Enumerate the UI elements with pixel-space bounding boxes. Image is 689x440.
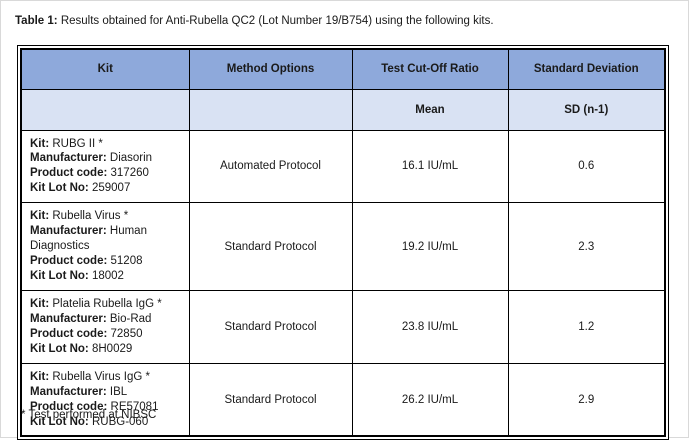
method-cell: Standard Protocol — [188, 289, 353, 364]
results-table: Kit Method Options Test Cut-Off Ratio St… — [20, 48, 666, 438]
subheader-empty-kit — [20, 88, 190, 131]
sd-cell: 2.9 — [507, 362, 666, 437]
col-header-kit: Kit — [20, 48, 190, 90]
subheader-sd: SD (n-1) — [507, 88, 666, 131]
manufacturer-line: Manufacturer: Bio-Rad — [30, 312, 152, 325]
kit-name-line: Kit: Rubella Virus IgG * — [30, 370, 150, 383]
col-header-method-options: Method Options — [188, 48, 353, 90]
table-header-row: Kit Method Options Test Cut-Off Ratio St… — [20, 48, 666, 90]
mean-cell: 26.2 IU/mL — [351, 362, 509, 437]
manufacturer-line: Manufacturer: Diasorin — [30, 152, 153, 165]
method-cell: Standard Protocol — [188, 202, 353, 291]
manufacturer-line: Manufacturer: Human Diagnostics — [30, 225, 147, 253]
table-row: Kit: Platelia Rubella IgG * Manufacturer… — [20, 289, 666, 364]
table-caption: Table 1: Results obtained for Anti-Rubel… — [15, 15, 494, 27]
mean-cell: 23.8 IU/mL — [351, 289, 509, 364]
method-cell: Standard Protocol — [188, 362, 353, 437]
table-row: Kit: Rubella Virus IgG * Manufacturer: I… — [20, 362, 666, 437]
kit-name-line: Kit: Rubella Virus * — [30, 210, 129, 223]
product-code-line: Product code: RE57081 — [30, 400, 159, 413]
manufacturer-line: Manufacturer: IBL — [30, 385, 128, 398]
subheader-mean: Mean — [351, 88, 509, 131]
product-code-line: Product code: 72850 — [30, 327, 143, 340]
table-footnote: * Test performed at NIBSC — [21, 409, 157, 421]
kit-info-cell: Kit: Rubella Virus * Manufacturer: Human… — [20, 202, 190, 291]
kit-info-cell: Kit: RUBG II * Manufacturer: Diasorin Pr… — [20, 129, 190, 204]
sd-cell: 1.2 — [507, 289, 666, 364]
col-header-standard-deviation: Standard Deviation — [507, 48, 666, 90]
table-row: Kit: RUBG II * Manufacturer: Diasorin Pr… — [20, 129, 666, 204]
kit-info-cell: Kit: Platelia Rubella IgG * Manufacturer… — [20, 289, 190, 364]
kit-lot-line: Kit Lot No: 259007 — [30, 182, 131, 195]
kit-info-cell: Kit: Rubella Virus IgG * Manufacturer: I… — [20, 362, 190, 437]
table-caption-label: Table 1: — [15, 15, 58, 27]
kit-lot-line: Kit Lot No: 8H0029 — [30, 342, 133, 355]
table-subheader-row: Mean SD (n-1) — [20, 88, 666, 131]
sd-cell: 0.6 — [507, 129, 666, 204]
table-row: Kit: Rubella Virus * Manufacturer: Human… — [20, 202, 666, 291]
kit-lot-line: Kit Lot No: RUBG-060 — [30, 415, 149, 428]
results-table-frame: Kit Method Options Test Cut-Off Ratio St… — [17, 45, 669, 440]
kit-name-line: Kit: Platelia Rubella IgG * — [30, 297, 162, 310]
sd-cell: 2.3 — [507, 202, 666, 291]
method-cell: Automated Protocol — [188, 129, 353, 204]
subheader-empty-method — [188, 88, 353, 131]
kit-name-line: Kit: RUBG II * — [30, 137, 103, 150]
col-header-test-cutoff-ratio: Test Cut-Off Ratio — [351, 48, 509, 90]
mean-cell: 16.1 IU/mL — [351, 129, 509, 204]
product-code-line: Product code: 317260 — [30, 167, 149, 180]
mean-cell: 19.2 IU/mL — [351, 202, 509, 291]
product-code-line: Product code: 51208 — [30, 255, 143, 268]
kit-lot-line: Kit Lot No: 18002 — [30, 270, 124, 282]
table-caption-text: Results obtained for Anti-Rubella QC2 (L… — [60, 15, 494, 27]
